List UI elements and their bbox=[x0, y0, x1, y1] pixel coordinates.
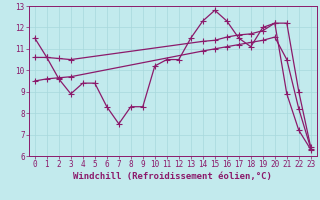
X-axis label: Windchill (Refroidissement éolien,°C): Windchill (Refroidissement éolien,°C) bbox=[73, 172, 272, 181]
